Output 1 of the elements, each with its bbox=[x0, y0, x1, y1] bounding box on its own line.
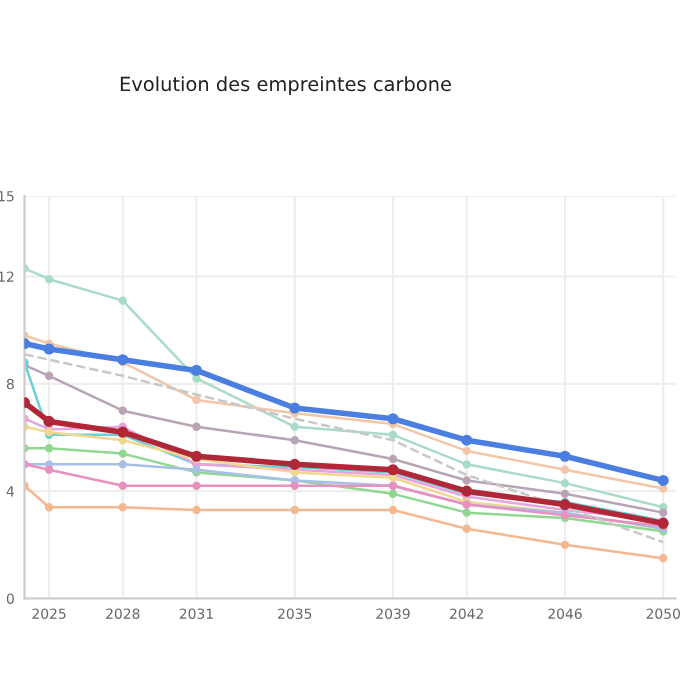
chart-title: Evolution des empreintes carbone bbox=[120, 76, 451, 96]
